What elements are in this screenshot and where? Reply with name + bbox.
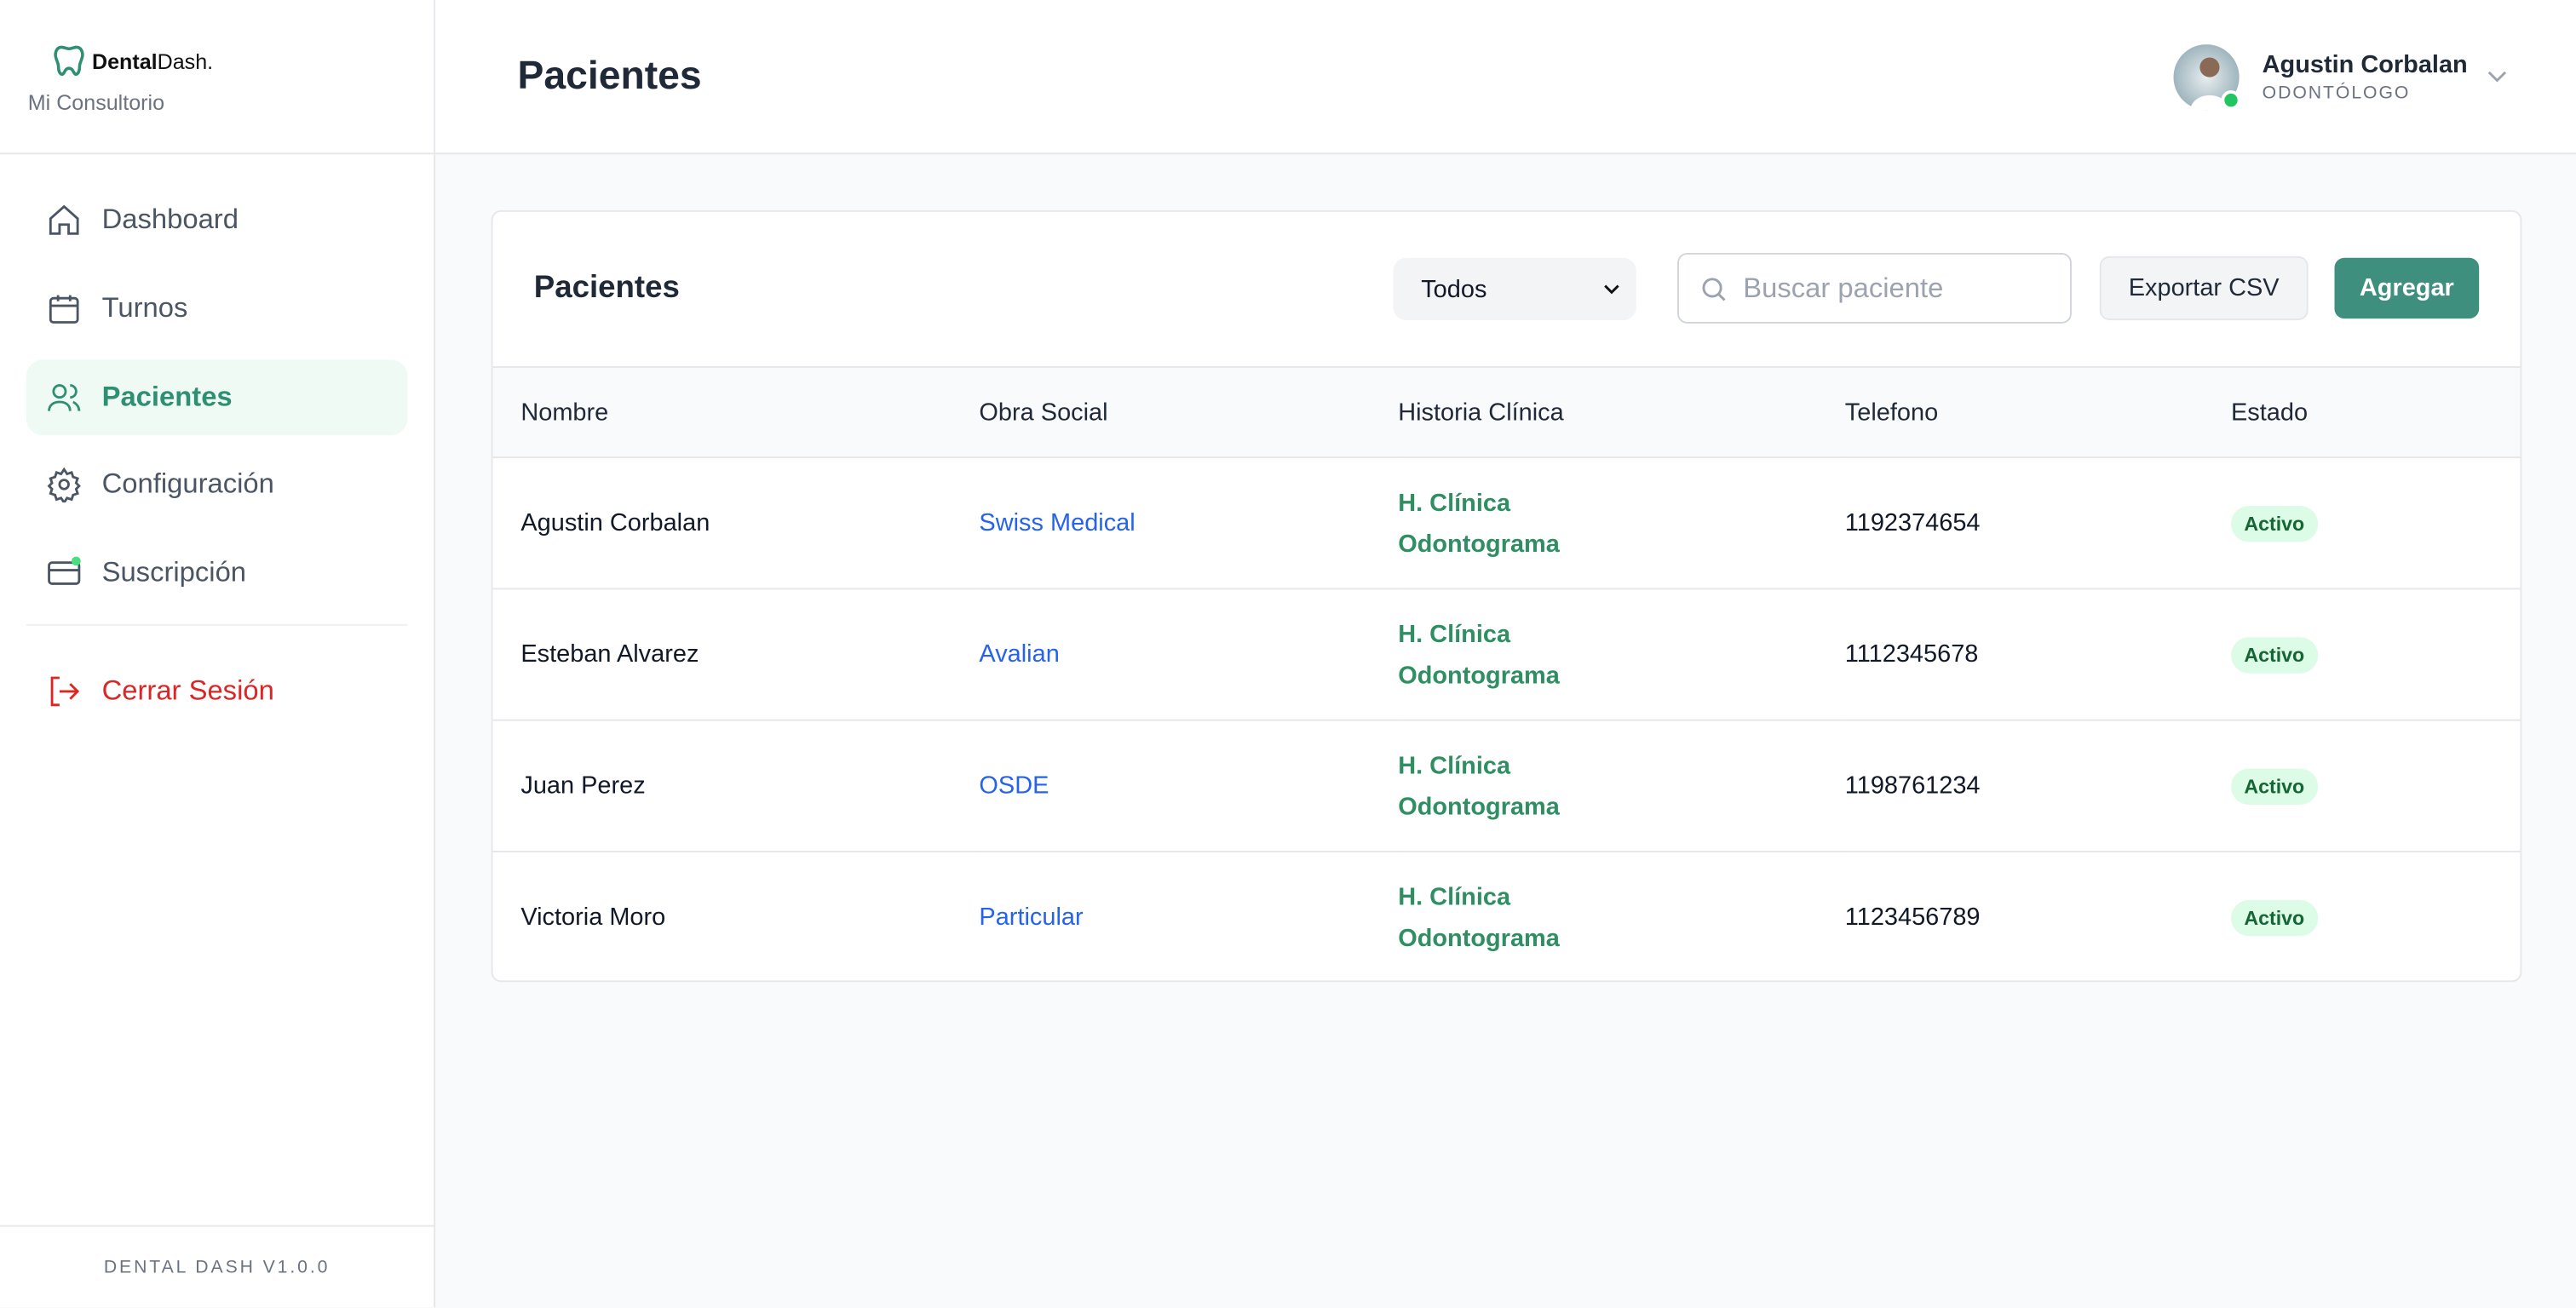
nav-item[interactable]: Suscripción [26,536,407,611]
nav-item[interactable]: Turnos [26,271,407,347]
patients-card: Pacientes Todos Buscar paciente Exportar… [491,209,2522,983]
user-menu-chevron[interactable] [2487,69,2507,85]
patient-row: Esteban Alvarez Avalian H. Clínica Odontogr… [492,588,2521,721]
calendar-icon [49,295,79,324]
users-icon [48,384,81,411]
table-body: Agustin Corbalan Swiss Medical H. Clínica O… [492,457,2521,980]
cell: Swiss Medical [979,457,1399,590]
card-icon [48,556,81,585]
cell: Activo [2230,588,2521,721]
cell: Particular [979,852,1398,980]
header-row: Nombre Obra Social Historia Clínica Telefon… [492,366,2521,459]
user-role: ODONTÓLOGO [2262,83,2411,104]
brand-name: DentalDash. [92,49,213,74]
phone: 1123456789 [1844,903,1981,932]
version: DENTAL DASH V1.0.0 [0,1225,434,1308]
filter-select[interactable]: Todos [1393,257,1636,321]
nav-item[interactable]: Dashboard [26,182,407,258]
nav-label: Turnos [101,292,188,324]
home-icon [49,204,79,235]
patient-name: Agustin Corbalan [492,457,980,590]
search-input[interactable]: Buscar paciente [1677,252,2072,324]
phone: 1198761234 [1844,720,2231,852]
divider [26,623,408,626]
card-title: Pacientes [533,271,680,306]
history-link[interactable]: H. Clínica [1398,751,1511,780]
status-badge: Activo [2230,898,2318,936]
patient-row: Agustin Corbalan Swiss Medical H. Clínica O… [492,457,2521,590]
cell: H. Clínica Odontograma [1398,588,1845,721]
patient-name: Victoria Moro [520,903,666,932]
insurance-link[interactable]: Swiss Medical [979,508,1136,537]
patients-table: Nombre Obra Social Historia Clínica Telefon… [492,366,2521,980]
logout-label: Cerrar Sesión [101,674,274,707]
patient-name: Esteban Alvarez [492,588,980,721]
logout[interactable]: Cerrar Sesión [26,654,407,730]
patient-name: Juan Perez [492,720,980,852]
select-chevron [1604,284,1619,295]
history-link[interactable]: Odontograma [1398,792,1560,821]
gear-icon [47,467,81,503]
sidebar: DentalDash. Mi Consultorio Dashboard Tur… [0,0,436,1308]
logo-icon [54,45,84,77]
insurance-link[interactable]: Particular [979,903,1084,932]
column-header: Historia Clínica [1398,366,1845,459]
history-link[interactable]: H. Clínica [1398,882,1511,911]
add-button[interactable]: Agregar [2334,257,2480,319]
status-badge: Activo [2230,767,2318,805]
nav-item[interactable]: Pacientes [26,359,408,436]
search-placeholder: Buscar paciente [1743,272,1944,303]
nav-label: Suscripción [101,556,247,588]
status-badge: Activo [2230,636,2318,673]
column-header: Obra Social [979,366,1399,459]
header: Pacientes Agustin Corbalan ODONTÓLOGO [435,0,2576,155]
column-header: Estado [2230,366,2521,459]
filter-value: Todos [1421,275,1487,303]
nav-label: Configuración [101,468,274,500]
column-header: Telefono [1844,366,2231,459]
avatar[interactable] [2173,44,2242,113]
cell: OSDE [979,720,1399,852]
cell: Activo [2230,457,2521,590]
phone: 1192374654 [1844,457,2231,590]
export-button[interactable]: Exportar CSV [2099,255,2309,321]
subtitle: Mi Consultorio [27,90,165,115]
brand-bold: Dental [91,49,158,74]
patient-row: Juan Perez OSDE H. Clínica Odontograma 11987… [492,720,2521,852]
user-name: Agustin Corbalan [2262,50,2468,79]
cell: H. Clínica Odontograma [1398,852,1845,980]
history-link[interactable]: Odontograma [1398,661,1560,690]
history-link[interactable]: Odontograma [1398,529,1560,558]
history-link[interactable]: H. Clínica [1398,488,1511,517]
patient-row: Victoria Moro Particular H. Clínica Odontog… [493,852,2521,980]
page-title: Pacientes [517,54,702,99]
search-icon [1702,277,1726,301]
phone: 1112345678 [1844,588,2231,721]
history-link[interactable]: Odontograma [1398,923,1560,952]
brand-rest: Dash. [157,49,214,74]
cell: Activo [2230,720,2521,852]
column-header: Nombre [492,366,980,459]
cell: H. Clínica Odontograma [1398,720,1845,852]
nav-item[interactable]: Configuración [26,447,407,523]
insurance-link[interactable]: Avalian [979,640,1060,668]
logout-icon [50,676,80,707]
status-badge: Activo [2230,505,2318,542]
insurance-link[interactable]: OSDE [979,772,1049,800]
cell: Avalian [979,588,1399,721]
nav-label: Dashboard [101,204,239,235]
cell: Activo [2230,852,2520,980]
brand: DentalDash. Mi Consultorio [0,0,434,155]
cell: H. Clínica Odontograma [1398,457,1845,590]
history-link[interactable]: H. Clínica [1398,620,1511,648]
nav-label: Pacientes [101,381,233,413]
